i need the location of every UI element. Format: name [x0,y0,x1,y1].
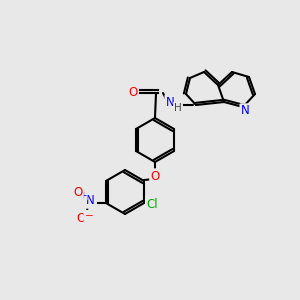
Text: N: N [166,95,174,109]
Text: Cl: Cl [146,199,158,212]
Text: O: O [76,212,86,224]
Text: O: O [73,187,83,200]
Text: O: O [128,86,138,100]
Text: N: N [241,104,249,118]
Text: −: − [85,211,93,221]
Text: N: N [85,194,94,208]
Text: +: + [79,190,87,200]
Text: H: H [174,103,182,113]
Text: O: O [150,169,160,182]
